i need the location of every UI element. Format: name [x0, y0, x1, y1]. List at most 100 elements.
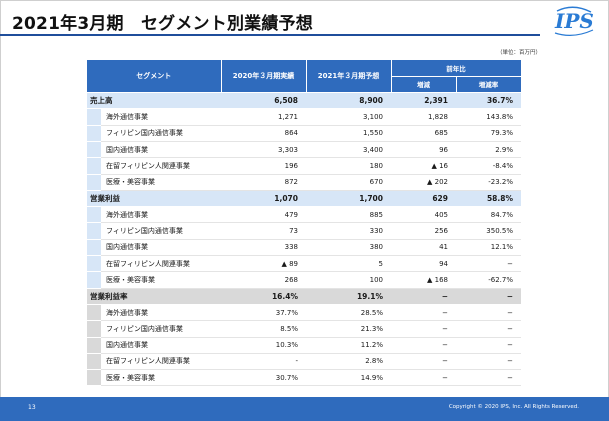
segment-name: 海外通信事業 — [101, 304, 221, 322]
segment-name: 海外通信事業 — [101, 108, 221, 126]
actual-value: 16.4% — [221, 288, 306, 305]
change-value: 685 — [391, 125, 456, 142]
forecast-value: 2.8% — [306, 353, 391, 371]
table-row: 海外通信事業 1,271 3,100 1,828 143.8% — [87, 108, 521, 126]
change-rate-value: − — [456, 337, 521, 354]
actual-value: 73 — [221, 222, 306, 240]
change-rate-value: 36.7% — [456, 92, 521, 110]
row-indent — [87, 108, 101, 126]
row-indent — [87, 353, 101, 371]
footer-bar: 13 Copyright © 2020 IPS, Inc. All Rights… — [0, 397, 609, 421]
table-row: 医療・美容事業 872 670 ▲ 202 -23.2% — [87, 174, 521, 191]
row-indent — [87, 125, 101, 142]
actual-value: 268 — [221, 271, 306, 289]
change-value: − — [391, 369, 456, 387]
row-indent — [87, 206, 101, 224]
segment-name: 国内通信事業 — [101, 337, 221, 354]
change-value: 629 — [391, 190, 456, 208]
table-row: 医療・美容事業 268 100 ▲ 168 -62.7% — [87, 271, 521, 289]
actual-value: 479 — [221, 206, 306, 224]
change-value: 256 — [391, 222, 456, 240]
change-value: 1,828 — [391, 108, 456, 126]
page-title: 2021年3月期 セグメント別業績予想 — [12, 14, 313, 34]
forecast-value: 19.1% — [306, 288, 391, 305]
segment-name: フィリピン国内通信事業 — [101, 222, 221, 240]
operating-margin-total-row: 営業利益率 16.4% 19.1% − − — [87, 288, 521, 305]
actual-value: 338 — [221, 239, 306, 257]
row-indent — [87, 369, 101, 387]
segment-name: 国内通信事業 — [101, 239, 221, 257]
header-change: 増減 — [391, 76, 457, 94]
forecast-value: 28.5% — [306, 304, 391, 322]
forecast-value: 1,550 — [306, 125, 391, 142]
table-row: フィリピン国内通信事業 73 330 256 350.5% — [87, 222, 521, 240]
change-value: 41 — [391, 239, 456, 257]
row-indent — [87, 271, 101, 289]
actual-value: 1,070 — [221, 190, 306, 208]
forecast-value: 380 — [306, 239, 391, 257]
change-rate-value: − — [456, 255, 521, 273]
row-indent — [87, 320, 101, 338]
change-value: 94 — [391, 255, 456, 273]
forecast-value: 3,100 — [306, 108, 391, 126]
company-logo: IPS — [554, 6, 594, 36]
change-rate-value: − — [456, 288, 521, 305]
table-row: 在留フィリピン人関連事業 196 180 ▲ 16 -8.4% — [87, 157, 521, 175]
change-value: − — [391, 288, 456, 305]
table-row: 海外通信事業 37.7% 28.5% − − — [87, 304, 521, 322]
segment-name: 在留フィリピン人関連事業 — [101, 353, 221, 371]
sales-total-row: 売上高 6,508 8,900 2,391 36.7% — [87, 92, 521, 110]
change-rate-value: 350.5% — [456, 222, 521, 240]
forecast-value: 8,900 — [306, 92, 391, 110]
segment-name: フィリピン国内通信事業 — [101, 125, 221, 142]
change-rate-value: -23.2% — [456, 174, 521, 191]
table-row: 海外通信事業 479 885 405 84.7% — [87, 206, 521, 224]
change-value: 96 — [391, 141, 456, 159]
change-rate-value: 12.1% — [456, 239, 521, 257]
forecast-value: 3,400 — [306, 141, 391, 159]
forecast-value: 330 — [306, 222, 391, 240]
change-rate-value: 84.7% — [456, 206, 521, 224]
table-row: 在留フィリピン人関連事業 -2.8% − − — [87, 353, 521, 371]
table-row: 在留フィリピン人関連事業 ▲ 89 5 94− — [87, 255, 521, 273]
change-value: − — [391, 337, 456, 354]
header-change-rate: 増減率 — [456, 76, 522, 94]
table-row: 医療・美容事業 30.7% 14.9% − − — [87, 369, 521, 387]
row-indent — [87, 255, 101, 273]
segment-name: 在留フィリピン人関連事業 — [101, 255, 221, 273]
title-underline — [0, 34, 540, 36]
forecast-value: 1,700 — [306, 190, 391, 208]
change-rate-value: 58.8% — [456, 190, 521, 208]
table-row: 国内通信事業 3,303 3,400 96 2.9% — [87, 141, 521, 159]
actual-value: 30.7% — [221, 369, 306, 387]
actual-value: 196 — [221, 157, 306, 175]
change-rate-value: − — [456, 320, 521, 338]
actual-value: 1,271 — [221, 108, 306, 126]
segment-name: フィリピン国内通信事業 — [101, 320, 221, 338]
operating-profit-label: 営業利益 — [87, 190, 221, 208]
change-value: ▲ 16 — [391, 157, 456, 175]
header-segment: セグメント — [87, 60, 222, 94]
row-indent — [87, 304, 101, 322]
operating-profit-total-row: 営業利益 1,070 1,700 629 58.8% — [87, 190, 521, 208]
forecast-value: 5 — [306, 255, 391, 273]
change-rate-value: -62.7% — [456, 271, 521, 289]
copyright: Copyright © 2020 IPS, Inc. All Rights Re… — [448, 404, 579, 410]
change-value: 405 — [391, 206, 456, 224]
change-rate-value: 79.3% — [456, 125, 521, 142]
forecast-value: 670 — [306, 174, 391, 191]
segment-name: 医療・美容事業 — [101, 174, 221, 191]
change-rate-value: − — [456, 304, 521, 322]
change-rate-value: 143.8% — [456, 108, 521, 126]
page-number: 13 — [28, 404, 36, 411]
actual-value: 37.7% — [221, 304, 306, 322]
actual-value: 872 — [221, 174, 306, 191]
segment-name: 医療・美容事業 — [101, 369, 221, 387]
table-row: 国内通信事業 338 380 41 12.1% — [87, 239, 521, 257]
actual-value: 10.3% — [221, 337, 306, 354]
header-forecast: 2021年３月期予想 — [306, 60, 392, 94]
row-indent — [87, 337, 101, 354]
row-indent — [87, 157, 101, 175]
actual-value: 864 — [221, 125, 306, 142]
change-value: − — [391, 304, 456, 322]
